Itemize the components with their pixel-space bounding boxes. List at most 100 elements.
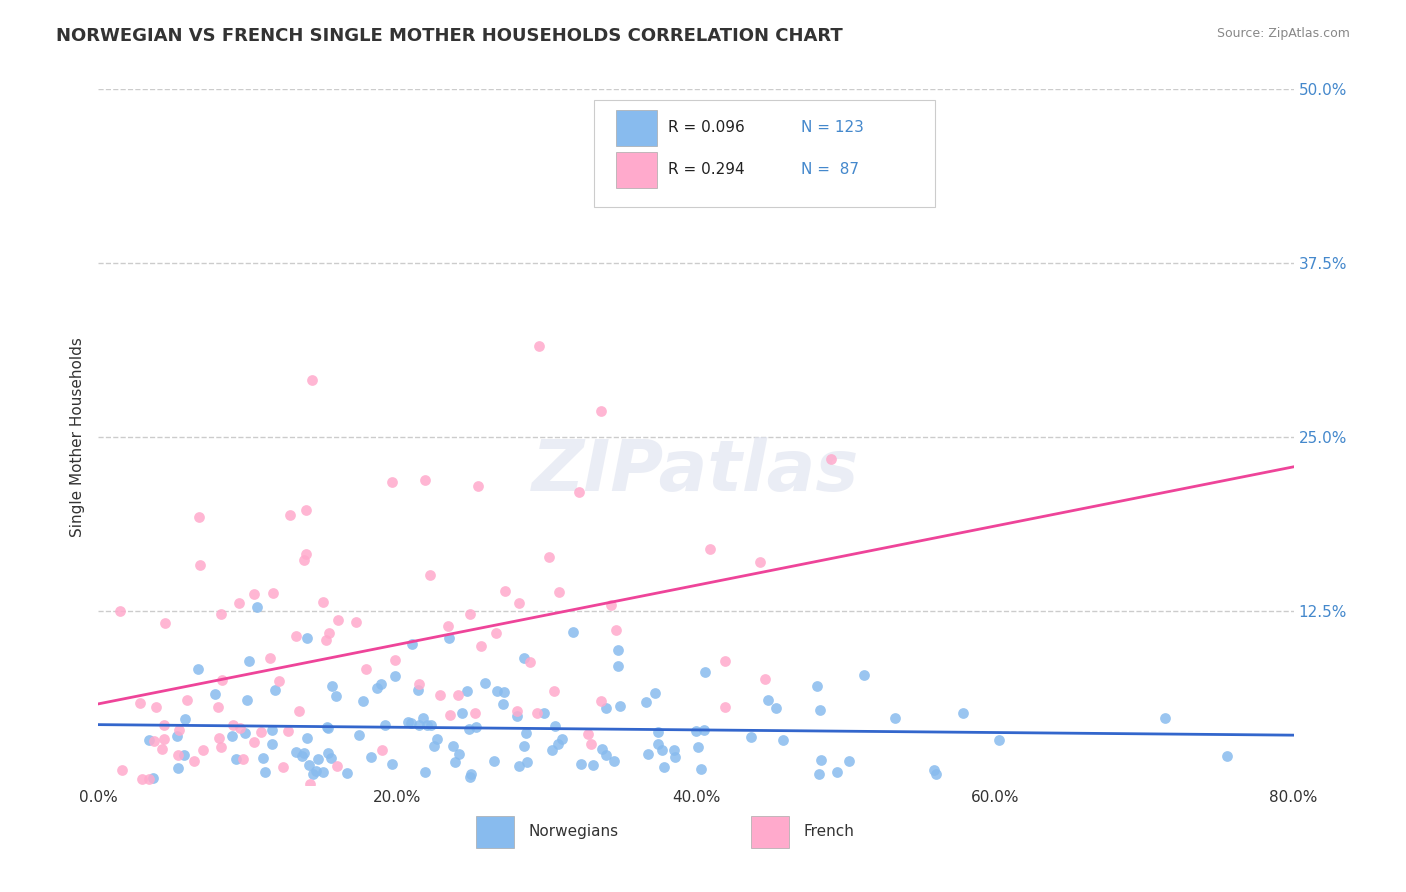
Point	[173, 747, 195, 762]
Point	[211, 673, 233, 688]
Point	[474, 676, 496, 690]
Point	[318, 626, 340, 640]
Point	[806, 679, 828, 693]
Point	[312, 595, 335, 609]
Point	[548, 585, 571, 599]
Point	[952, 706, 974, 720]
Point	[381, 757, 404, 772]
Point	[167, 761, 190, 775]
Point	[595, 701, 617, 715]
Point	[547, 737, 569, 751]
Point	[458, 770, 481, 784]
Point	[326, 613, 349, 627]
Point	[187, 663, 209, 677]
Point	[249, 724, 271, 739]
Point	[370, 677, 392, 691]
Point	[508, 758, 530, 772]
Point	[987, 733, 1010, 747]
Point	[494, 583, 516, 598]
Point	[516, 755, 538, 769]
Point	[576, 727, 599, 741]
Point	[232, 751, 254, 765]
Point	[246, 600, 269, 615]
Point	[416, 718, 439, 732]
Text: N =  87: N = 87	[801, 161, 859, 177]
Point	[740, 730, 762, 744]
Point	[458, 607, 481, 621]
Point	[606, 659, 628, 673]
Point	[690, 762, 713, 776]
Point	[519, 656, 541, 670]
Point	[252, 751, 274, 765]
Point	[183, 754, 205, 768]
Text: R = 0.096: R = 0.096	[668, 120, 745, 135]
Point	[447, 689, 470, 703]
Point	[384, 669, 406, 683]
Point	[568, 484, 591, 499]
Point	[664, 750, 686, 764]
Point	[922, 763, 945, 777]
Point	[644, 686, 666, 700]
Point	[298, 757, 321, 772]
Point	[713, 654, 735, 668]
Point	[820, 452, 842, 467]
Point	[366, 681, 388, 695]
Point	[884, 711, 907, 725]
Point	[412, 711, 434, 725]
Point	[305, 764, 328, 778]
Text: French: French	[804, 824, 855, 839]
Point	[238, 654, 260, 668]
Point	[291, 748, 314, 763]
Point	[315, 632, 337, 647]
Point	[153, 615, 176, 630]
Point	[138, 772, 160, 787]
Point	[110, 604, 132, 618]
Point	[243, 587, 266, 601]
Y-axis label: Single Mother Households: Single Mother Households	[69, 337, 84, 537]
Point	[544, 718, 567, 732]
Point	[647, 724, 669, 739]
Point	[579, 738, 602, 752]
Point	[853, 668, 876, 682]
Point	[515, 726, 537, 740]
Point	[269, 673, 291, 688]
Point	[316, 746, 339, 760]
FancyBboxPatch shape	[477, 815, 515, 847]
Point	[384, 652, 406, 666]
Point	[371, 743, 394, 757]
Point	[321, 679, 343, 693]
Point	[591, 742, 613, 756]
Point	[537, 549, 560, 564]
Point	[634, 695, 657, 709]
Point	[233, 725, 256, 739]
Point	[204, 687, 226, 701]
Point	[292, 552, 315, 566]
Point	[111, 764, 134, 778]
Point	[465, 720, 488, 734]
Point	[262, 738, 284, 752]
Point	[131, 772, 153, 786]
Point	[225, 752, 247, 766]
Point	[464, 706, 486, 721]
Point	[647, 737, 669, 751]
Point	[467, 478, 489, 492]
Point	[264, 682, 287, 697]
Point	[456, 683, 478, 698]
Point	[607, 643, 630, 657]
Point	[492, 698, 515, 712]
Point	[228, 596, 250, 610]
Text: Norwegians: Norwegians	[529, 824, 619, 839]
Point	[278, 508, 301, 522]
Point	[685, 724, 707, 739]
Point	[128, 696, 150, 710]
Point	[209, 607, 232, 621]
Point	[1154, 711, 1177, 725]
Point	[319, 751, 342, 765]
Point	[374, 718, 396, 732]
Point	[562, 625, 585, 640]
FancyBboxPatch shape	[751, 815, 789, 847]
Point	[396, 715, 419, 730]
Point	[352, 694, 374, 708]
Point	[533, 706, 555, 721]
Point	[401, 637, 423, 651]
